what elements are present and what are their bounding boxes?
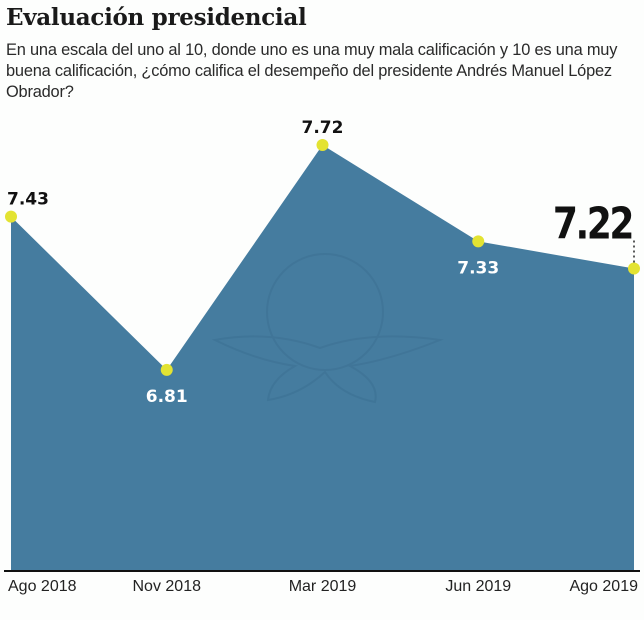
- chart-subtitle: En una escala del uno al 10, donde uno e…: [6, 41, 618, 101]
- data-point: [316, 139, 329, 151]
- data-label: 6.81: [146, 387, 188, 407]
- x-tick-label: Ago 2018: [8, 578, 77, 595]
- x-tick-label: Nov 2018: [133, 578, 202, 595]
- data-point: [5, 210, 17, 223]
- area-series: [11, 145, 634, 570]
- data-label: 7.33: [457, 258, 499, 278]
- data-point: [472, 235, 485, 248]
- x-tick-label: Jun 2019: [445, 578, 511, 595]
- data-label-highlight: 7.22: [553, 199, 632, 249]
- x-tick-label: Ago 2019: [569, 578, 638, 595]
- data-label: 7.43: [7, 190, 49, 210]
- data-point: [160, 363, 173, 376]
- data-label: 7.72: [302, 118, 344, 138]
- emblem-globe: [266, 253, 384, 371]
- emblem-wings: [211, 335, 444, 404]
- eagle-emblem-watermark: [211, 253, 444, 404]
- x-tick-label: Mar 2019: [289, 578, 357, 595]
- data-point: [628, 262, 640, 275]
- chart-title: Evaluación presidencial: [6, 4, 307, 31]
